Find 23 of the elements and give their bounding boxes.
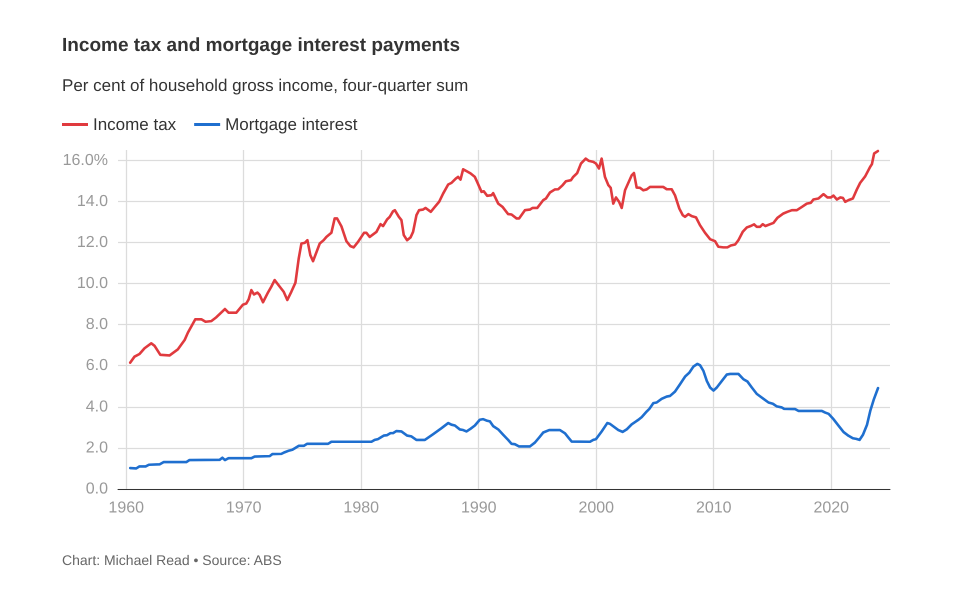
chart-title: Income tax and mortgage interest payments — [62, 35, 460, 56]
line-series — [128, 362, 880, 470]
x-tick-label: 2010 — [696, 500, 732, 516]
y-tick-label: 8.0 — [86, 316, 108, 334]
y-tick-label: 4.0 — [86, 398, 108, 416]
y-tick-label: 0.0 — [86, 480, 108, 498]
legend-label: Mortgage interest — [225, 115, 358, 134]
y-tick-label: 16.0% — [62, 152, 108, 169]
text: Chart: Michael Read • Source: ABS — [62, 552, 282, 568]
x-tick-label: 1970 — [226, 500, 262, 516]
x-tick-label: 1980 — [343, 500, 380, 516]
line-series — [128, 150, 880, 364]
x-tick-label: 2000 — [578, 500, 614, 516]
chart-subtitle: Per cent of household gross income, four-quarter sum — [62, 76, 468, 95]
legend-label: Income tax — [93, 115, 177, 134]
y-tick-label: 6.0 — [86, 357, 108, 374]
x-tick-label: 1960 — [108, 500, 144, 516]
y-tick-label: 12.0 — [76, 234, 108, 251]
y-tick-label: 14.0 — [76, 192, 108, 210]
x-tick-label: 2020 — [813, 500, 850, 516]
x-tick-label: 1990 — [460, 500, 497, 516]
y-tick-label: 2.0 — [86, 439, 108, 456]
y-tick-label: 10.0 — [76, 275, 108, 292]
